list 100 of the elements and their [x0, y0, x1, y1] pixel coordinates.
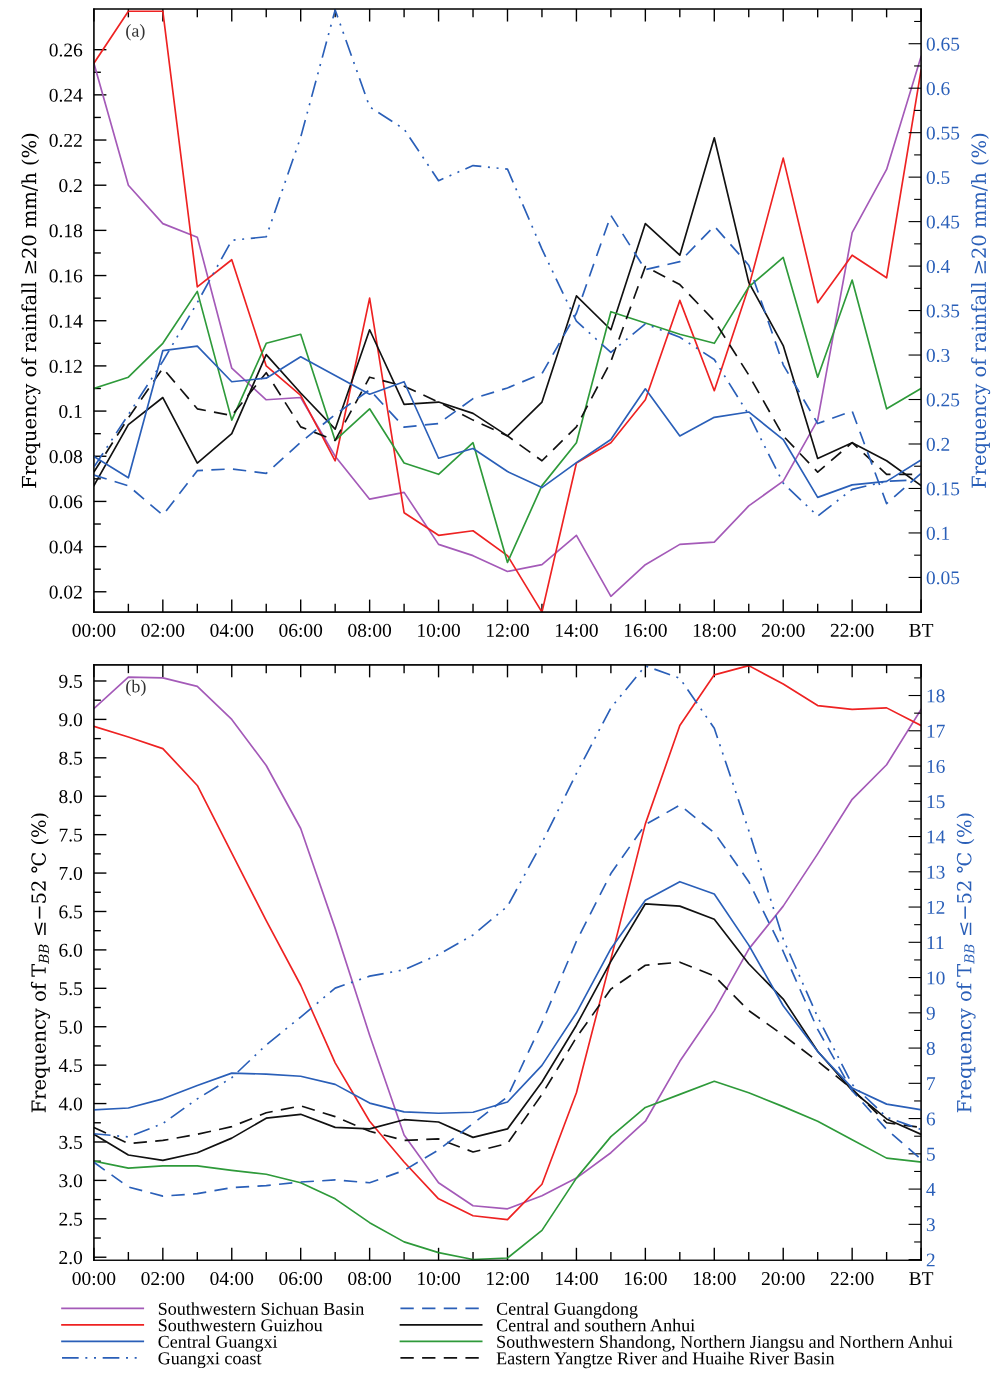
y-tick-label: 0.06 — [49, 495, 83, 509]
y2-tick-label: 0.5 — [926, 170, 950, 185]
x-tick-label: 22:00 — [830, 623, 874, 637]
y2-tick-label: 0.65 — [926, 37, 960, 51]
y-axis-title: Frequency of rainfall ≥20 mm/h (%) — [21, 133, 41, 488]
y-axis-title: Frequency of T$_{BB}$ ≤−52 ℃ (%) — [30, 813, 50, 1113]
x-tick-label: 12:00 — [487, 623, 529, 637]
y2-tick-label: 0.1 — [926, 526, 950, 540]
x-tick-label: 06:00 — [279, 623, 323, 637]
y-tick-label: 0.1 — [59, 404, 82, 419]
x-tick-label: BT — [909, 623, 934, 637]
y-tick-label: 0.16 — [49, 269, 83, 283]
y2-tick-label: 0.25 — [926, 393, 960, 407]
y-tick-label: 0.24 — [49, 88, 83, 102]
x-tick-label: 20:00 — [761, 623, 805, 637]
y2-tick-label: 0.05 — [926, 571, 960, 585]
x-tick-label: 16:00 — [624, 1271, 667, 1286]
y2-tick-label: 0.35 — [926, 304, 960, 318]
y2-tick-label: 10 — [927, 971, 945, 985]
y2-tick-label: 3 — [926, 1218, 935, 1232]
y-tick-label: 0.26 — [49, 43, 83, 57]
y-tick-label: 0.08 — [49, 450, 83, 464]
line-series — [93, 256, 922, 564]
legend-label: Southwestern Shandong, Northern Jiangsu and Northern Anhui — [497, 1335, 953, 1352]
x-tick-label: 02:00 — [141, 1271, 185, 1286]
x-tick-label: 18:00 — [693, 623, 736, 637]
y-tick-label: 0.18 — [49, 224, 83, 238]
legend-label: Guangxi coast — [158, 1352, 262, 1369]
x-tick-label: 04:00 — [210, 1271, 254, 1286]
y2-axis-title: Frequency of T$_{BB}$ ≤−52 ℃ (%) — [956, 813, 976, 1113]
x-tick-label: 00:00 — [72, 1271, 116, 1286]
y-tick-label: 5.0 — [59, 1020, 83, 1034]
legend-label: Central Guangdong — [496, 1302, 638, 1319]
y2-tick-label: 15 — [927, 795, 945, 809]
y2-tick-label: 5 — [927, 1147, 935, 1161]
y2-tick-label: 7 — [927, 1077, 936, 1091]
y2-tick-label: 13 — [927, 865, 945, 879]
x-tick-label: 00:00 — [72, 623, 116, 637]
y-tick-label: 4.5 — [58, 1059, 83, 1073]
y-tick-label: 3.0 — [59, 1174, 83, 1188]
y2-tick-label: 8 — [926, 1041, 935, 1056]
y2-tick-label: 14 — [927, 830, 946, 844]
line-series — [93, 902, 922, 1162]
annotation: (a) — [126, 24, 145, 41]
legend-label: Central and southern Anhui — [496, 1318, 695, 1332]
y-tick-label: 3.5 — [59, 1135, 83, 1149]
y2-tick-label: 11 — [927, 936, 944, 950]
y2-tick-label: 9 — [926, 1006, 935, 1020]
x-tick-label: 14:00 — [555, 623, 598, 637]
legend-label: Southwestern Sichuan Basin — [158, 1302, 365, 1315]
x-tick-label: 14:00 — [555, 1271, 598, 1286]
y2-tick-label: 12 — [927, 900, 945, 914]
y2-tick-label: 6 — [926, 1112, 936, 1126]
y-tick-label: 0.22 — [49, 133, 82, 148]
x-tick-label: 20:00 — [761, 1271, 805, 1286]
x-tick-label: 22:00 — [830, 1271, 874, 1286]
y2-tick-label: 0.45 — [926, 215, 960, 229]
line-series — [93, 804, 922, 1197]
x-tick-label: 18:00 — [693, 1271, 736, 1286]
legend-label: Southwestern Guizhou — [158, 1318, 323, 1332]
y-tick-label: 5.5 — [59, 982, 83, 996]
legend-label: Eastern Yangtze River and Huaihe River Basin — [496, 1351, 835, 1369]
y-tick-label: 9.5 — [59, 674, 83, 689]
annotation: (b) — [126, 679, 146, 697]
x-tick-label: 06:00 — [279, 1271, 323, 1286]
y-tick-label: 8.5 — [59, 751, 83, 765]
x-tick-label: 16:00 — [624, 623, 667, 637]
y-tick-label: 6.0 — [59, 943, 83, 957]
y2-tick-label: 0.6 — [926, 82, 950, 96]
legend-label: Central Guangxi — [158, 1335, 278, 1352]
x-tick-label: 08:00 — [348, 623, 392, 637]
y-tick-label: 0.04 — [49, 540, 83, 554]
y-tick-label: 4.0 — [58, 1097, 83, 1111]
y2-tick-label: 4 — [926, 1183, 936, 1196]
x-tick-label: BT — [909, 1272, 934, 1285]
y-tick-label: 8.0 — [59, 790, 83, 804]
y-tick-label: 7.0 — [59, 866, 83, 881]
x-tick-label: 08:00 — [348, 1271, 392, 1286]
y2-axis-title: Frequency of rainfall ≥20 mm/h (%) — [971, 133, 991, 488]
y-tick-label: 0.2 — [59, 179, 82, 193]
x-tick-label: 12:00 — [487, 1271, 529, 1286]
x-tick-label: 04:00 — [210, 623, 254, 637]
y2-tick-label: 0.55 — [926, 126, 960, 140]
y-tick-label: 2.5 — [59, 1212, 83, 1226]
y-tick-label: 0.14 — [49, 314, 83, 328]
y-tick-label: 2.0 — [59, 1251, 83, 1265]
y-tick-label: 7.5 — [59, 828, 83, 842]
y-tick-label: 9.0 — [59, 713, 83, 727]
y2-tick-label: 0.2 — [926, 437, 950, 452]
y2-tick-label: 16 — [927, 759, 945, 773]
y-tick-label: 0.12 — [49, 359, 82, 373]
y2-tick-label: 18 — [927, 689, 945, 703]
y2-tick-label: 0.3 — [926, 348, 950, 363]
line-series — [93, 136, 922, 487]
y2-tick-label: 0.15 — [926, 482, 960, 496]
y-tick-label: 6.5 — [59, 905, 83, 919]
y2-tick-label: 0.4 — [926, 259, 950, 274]
x-tick-label: 02:00 — [141, 623, 185, 637]
x-tick-label: 10:00 — [418, 1271, 460, 1286]
y-tick-label: 0.02 — [49, 585, 82, 599]
